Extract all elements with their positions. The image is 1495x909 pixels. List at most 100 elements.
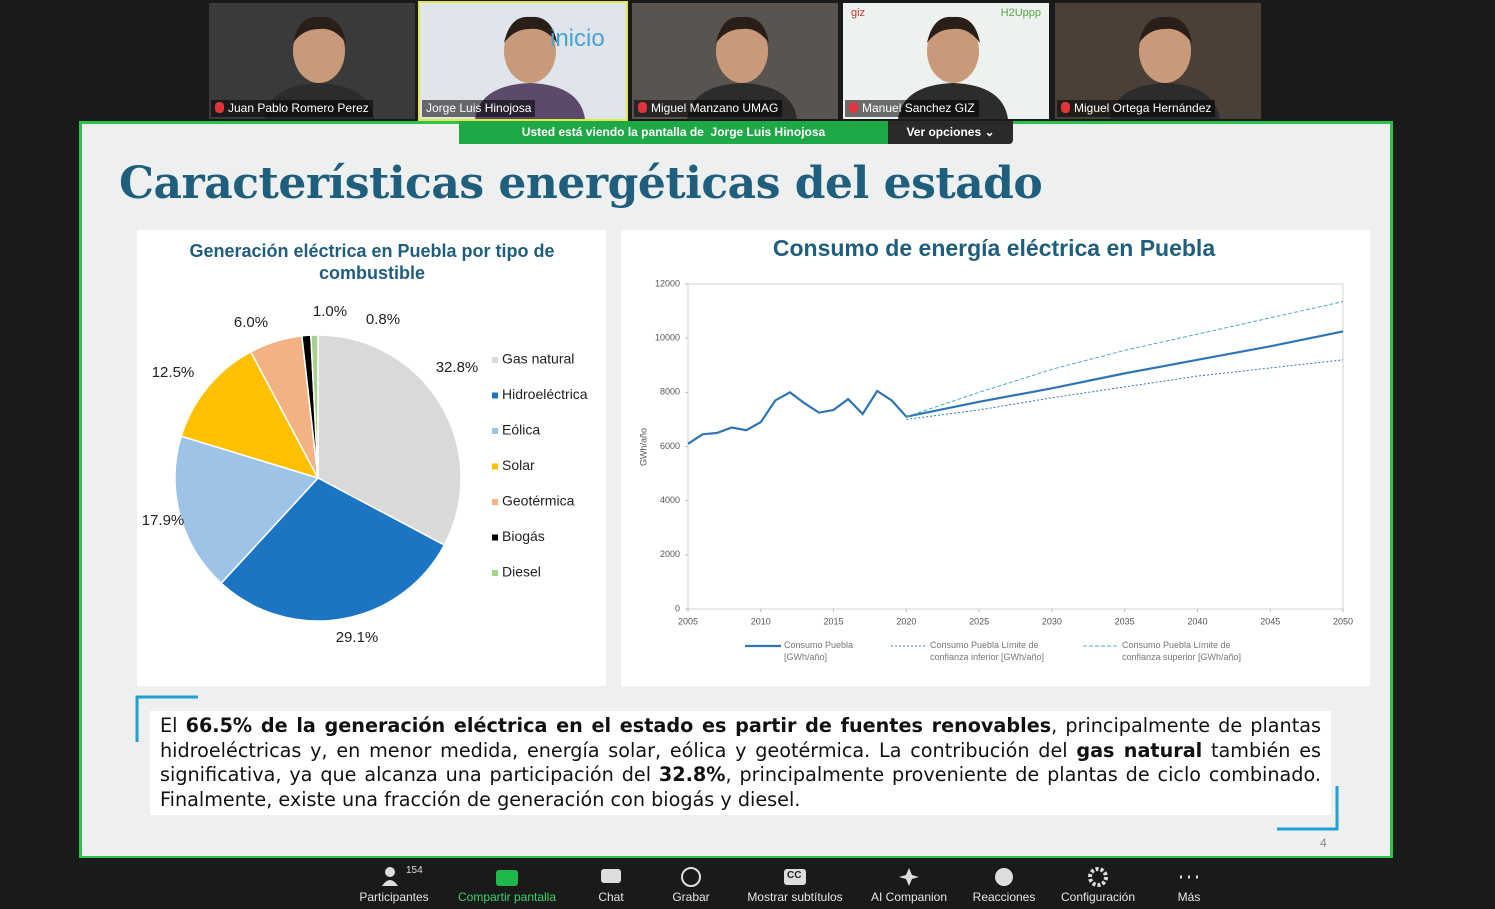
toolbar-label[interactable]: Participantes: [359, 890, 429, 904]
name-text: Miguel Manzano UMAG: [651, 101, 779, 115]
toolbar-label[interactable]: AI Companion: [870, 890, 948, 904]
x-tick-label: 2045: [1260, 616, 1280, 626]
legend-label: Hidroeléctrica: [502, 386, 588, 402]
legend-label: Consumo Puebla Límite de confianza super…: [1122, 640, 1242, 662]
x-tick-label: 2030: [1042, 616, 1062, 626]
muted-icon: [638, 102, 647, 113]
logo: inicio: [550, 25, 605, 52]
slice-label: 32.8%: [436, 359, 479, 376]
toolbar-label[interactable]: Más: [1177, 890, 1201, 904]
corner: [1277, 786, 1339, 831]
video-tile: Miguel Ortega Hernández: [1055, 3, 1261, 119]
participant-name: Juan Pablo Romero Perez: [211, 100, 373, 117]
pie-slice: [220, 477, 446, 622]
y-tick-label: 10000: [655, 333, 680, 343]
paragraph-segment: 32.8%: [658, 763, 726, 786]
slice-label: 29.1%: [336, 629, 379, 646]
legend-swatch: [492, 463, 498, 470]
muted-icon: [849, 102, 858, 113]
corner: [135, 695, 198, 742]
head: [927, 19, 979, 83]
slide-paragraph: El 66.5% de la generación eléctrica en e…: [150, 711, 1331, 815]
series-line: [687, 330, 1344, 445]
toolbar-icon[interactable]: [494, 866, 520, 888]
toolbar-label[interactable]: Grabar: [672, 890, 710, 904]
y-tick-label: 12000: [655, 278, 680, 288]
pie-slice: [180, 350, 320, 480]
legend-label: Biogás: [502, 528, 545, 544]
hair: [293, 16, 346, 43]
participant-count: 154: [406, 865, 423, 876]
head: [1139, 19, 1191, 83]
icon-shape: [1088, 867, 1108, 887]
legend-label: Solar: [502, 457, 535, 473]
chart-title: Generación eléctrica en Puebla por tipo …: [189, 241, 555, 283]
view-options-button[interactable]: Ver opciones ⌄: [888, 121, 1013, 144]
pie-slice: [174, 435, 320, 585]
view-options-label[interactable]: Ver opciones: [906, 125, 982, 139]
video-tile: inicio Jorge Luis Hinojosa: [418, 1, 628, 121]
presenter-name: Jorge Luis Hinojosa: [710, 125, 826, 139]
x-tick-label: 2005: [678, 616, 698, 626]
legend-label: Diesel: [502, 564, 541, 580]
icon-shape: [681, 867, 701, 887]
name-text: Miguel Ortega Hernández: [1074, 101, 1212, 115]
paragraph-segment: El: [160, 714, 186, 737]
toolbar-label[interactable]: Configuración: [1060, 890, 1136, 904]
x-tick-label: 2035: [1115, 616, 1135, 626]
participant-name: Jorge Luis Hinojosa: [422, 100, 536, 117]
video-tile: giz H2Uppp Manuel Sanchez GIZ: [843, 3, 1049, 119]
banner-text: Usted está viendo la pantalla de: [521, 125, 704, 139]
toolbar-icon[interactable]: [1085, 866, 1111, 888]
toolbar-icon[interactable]: [896, 866, 922, 888]
head: [504, 19, 556, 83]
y-tick-label: 6000: [660, 441, 680, 451]
pie-slice: [317, 334, 462, 547]
video-tile: Juan Pablo Romero Perez: [209, 3, 415, 119]
toolbar-label[interactable]: Mostrar subtítulos: [747, 890, 843, 904]
x-tick-label: 2020: [896, 616, 916, 626]
page-number: 4: [1320, 836, 1327, 850]
legend-label: Eólica: [502, 422, 540, 438]
legend-swatch: [492, 499, 498, 505]
y-tick-label: 2000: [660, 549, 680, 559]
legend-swatch: [492, 570, 498, 576]
toolbar-label[interactable]: Reacciones: [972, 890, 1036, 904]
icon-shape: [496, 870, 518, 886]
logo: giz: [851, 7, 866, 19]
toolbar-icon[interactable]: [381, 866, 407, 888]
video-tile: Miguel Manzano UMAG: [632, 3, 838, 119]
toolbar-icon[interactable]: [598, 866, 624, 888]
head: [293, 19, 345, 83]
toolbar-icon[interactable]: [678, 866, 704, 888]
toolbar-icon[interactable]: [782, 866, 808, 888]
legend-swatch: [492, 357, 498, 363]
name-text: Jorge Luis Hinojosa: [426, 101, 532, 115]
paragraph-segment: , principalmente proveniente de plantas …: [160, 763, 1321, 811]
icon-shape: [382, 880, 398, 886]
toolbar-label[interactable]: Chat: [598, 890, 624, 904]
icon-shape: [784, 869, 806, 885]
slice-label: 0.8%: [366, 311, 400, 328]
hair: [504, 16, 557, 43]
toolbar-icon[interactable]: [991, 866, 1017, 888]
name-text: Juan Pablo Romero Perez: [228, 101, 369, 115]
toolbar-icon[interactable]: [1176, 866, 1202, 888]
paragraph-segment: 66.5% de la generación eléctrica en el e…: [185, 714, 1052, 737]
x-tick-label: 2025: [969, 616, 989, 626]
toolbar-label[interactable]: Compartir pantalla: [457, 890, 557, 904]
slice-label: 12.5%: [152, 364, 195, 381]
text-frame: [135, 695, 1339, 831]
y-tick-label: 4000: [660, 495, 680, 505]
line-chart: Consumo de energía eléctrica en Puebla 0 2…: [638, 235, 1353, 648]
muted-icon: [215, 102, 224, 113]
hair: [716, 16, 769, 43]
hair: [927, 16, 980, 43]
logo: H2Uppp: [1000, 7, 1041, 19]
hair: [1139, 16, 1192, 43]
icon-shape: [385, 867, 395, 877]
y-tick-label: 0: [675, 603, 680, 613]
pie-panel: 32.8% Gas natural 29.1% Hidroeléctrica 17.9%…: [137, 230, 606, 686]
head: [716, 19, 768, 83]
participant-name: Miguel Manzano UMAG: [634, 100, 783, 117]
